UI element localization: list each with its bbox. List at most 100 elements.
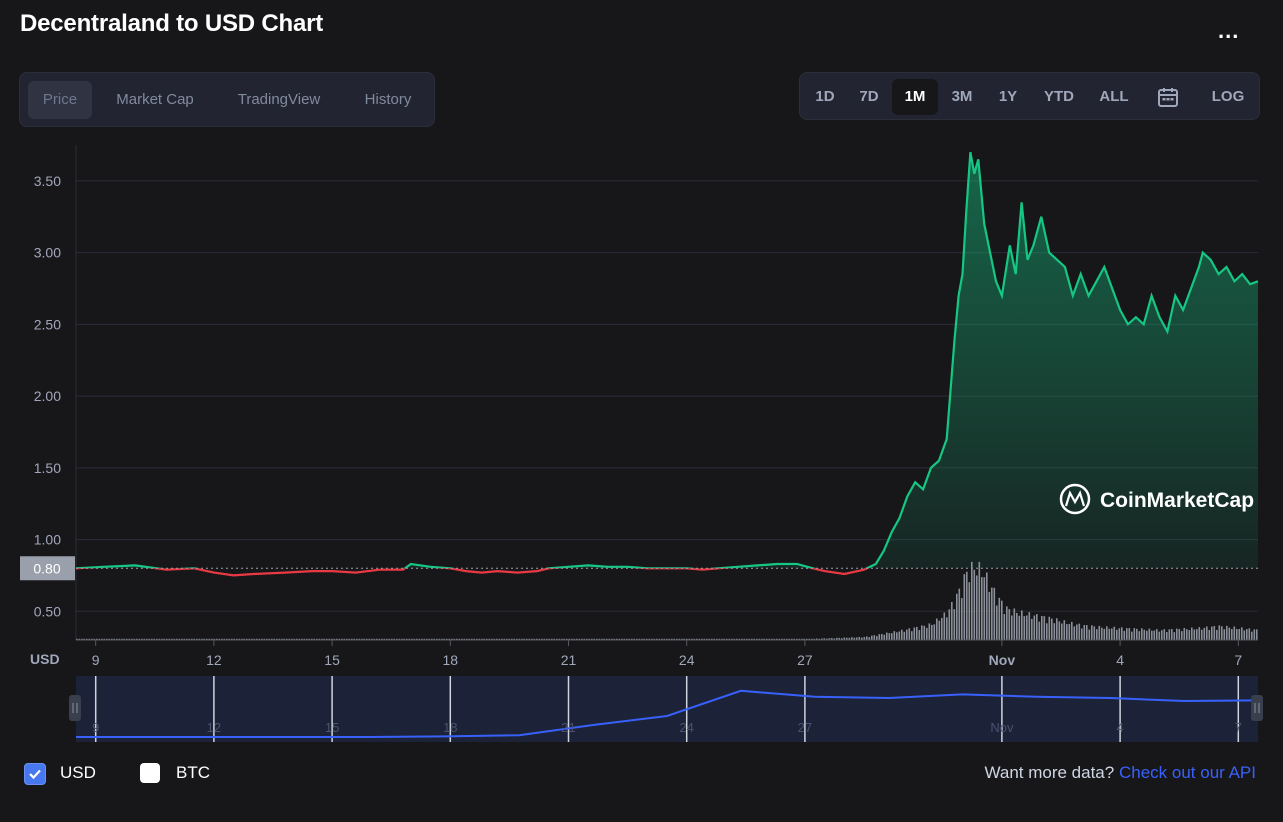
volume-bar <box>1011 615 1013 640</box>
volume-bar <box>741 638 743 640</box>
navigator-right-handle[interactable] <box>1251 695 1263 721</box>
volume-bar <box>833 638 836 640</box>
volume-bar <box>576 638 578 640</box>
volume-bar <box>93 638 96 640</box>
volume-bar <box>196 638 198 640</box>
volume-bar <box>1176 628 1178 640</box>
volume-bar <box>611 638 613 640</box>
volume-bar <box>321 638 323 640</box>
volume-bar <box>728 638 731 640</box>
volume-bar <box>766 638 768 640</box>
volume-bar <box>1238 629 1241 640</box>
volume-bar <box>711 638 713 640</box>
volume-bar <box>996 605 998 640</box>
volume-bar <box>631 638 633 640</box>
volume-bar <box>776 638 778 640</box>
volume-bar <box>1161 630 1163 640</box>
range-1d[interactable]: 1D <box>815 88 835 105</box>
volume-bar <box>136 638 138 640</box>
volume-bar <box>411 638 413 640</box>
volume-bar <box>466 638 468 640</box>
range-3m[interactable]: 3M <box>951 88 973 105</box>
tab-market-cap[interactable]: Market Cap <box>116 91 194 108</box>
volume-bar <box>931 624 933 640</box>
volume-bar <box>753 638 756 640</box>
volume-bar <box>1028 612 1031 640</box>
tab-tradingview[interactable]: TradingView <box>237 91 321 108</box>
volume-bar <box>1053 623 1056 640</box>
volume-bar <box>458 638 461 640</box>
volume-bar <box>1046 623 1048 640</box>
volume-bar <box>483 638 486 640</box>
volume-bar <box>493 638 496 640</box>
volume-bar <box>141 638 143 640</box>
range-all[interactable]: ALL <box>1099 88 1129 105</box>
volume-bar <box>1111 628 1113 640</box>
volume-bar <box>921 625 923 640</box>
currency-axis-label: USD <box>30 651 60 667</box>
volume-bar <box>183 638 186 640</box>
volume-bar <box>928 623 931 640</box>
volume-bar <box>1096 629 1098 640</box>
range-7d[interactable]: 7D <box>859 88 879 105</box>
volume-bar <box>923 625 926 640</box>
volume-bar <box>936 618 938 640</box>
volume-bar <box>851 637 853 640</box>
volume-bar <box>933 624 936 640</box>
volume-bar <box>418 638 421 640</box>
volume-bar <box>1016 613 1018 640</box>
range-1y[interactable]: 1Y <box>998 88 1018 105</box>
volume-bar <box>816 638 818 640</box>
api-link[interactable]: Check out our API <box>1118 763 1256 782</box>
volume-bar <box>546 638 548 640</box>
volume-bar <box>1163 629 1166 640</box>
btc-checkbox[interactable] <box>140 763 160 783</box>
volume-bar <box>573 638 576 640</box>
volume-bar <box>253 638 256 640</box>
watermark-text: CoinMarketCap <box>1100 489 1254 512</box>
volume-bar <box>1151 630 1153 640</box>
volume-bar <box>641 638 643 640</box>
volume-bar <box>863 637 866 640</box>
volume-bar <box>316 638 318 640</box>
calendar-icon[interactable] <box>1146 79 1190 115</box>
volume-bar <box>731 638 733 640</box>
range-log[interactable]: LOG <box>1211 88 1245 105</box>
volume-bar <box>768 638 771 640</box>
navigator-labels: 9 12 15 18 21 24 27 Nov 4 7 <box>92 720 1242 735</box>
volume-bar <box>516 638 518 640</box>
more-options-icon[interactable]: ... <box>1218 18 1240 43</box>
range-1m[interactable]: 1M <box>892 79 938 115</box>
volume-bar <box>1076 624 1078 640</box>
volume-bar <box>363 638 366 640</box>
usd-checkbox[interactable] <box>24 763 46 785</box>
volume-bar <box>1256 629 1258 640</box>
volume-bar <box>273 638 276 640</box>
volume-bar <box>301 638 303 640</box>
volume-bar <box>918 630 921 640</box>
volume-bar <box>896 632 898 640</box>
volume-bar <box>1166 632 1168 640</box>
volume-bar <box>1036 614 1038 640</box>
navigator-left-handle[interactable] <box>69 695 81 721</box>
tab-price[interactable]: Price <box>28 81 92 119</box>
volume-bar <box>1226 625 1228 640</box>
volume-bar <box>1141 628 1143 640</box>
navigator-selection[interactable] <box>76 676 1258 742</box>
volume-bar <box>773 638 776 640</box>
volume-bar <box>518 638 521 640</box>
volume-bar <box>278 638 281 640</box>
volume-bar <box>1106 626 1108 640</box>
volume-bar <box>128 638 131 640</box>
volume-bar <box>813 638 816 640</box>
tab-history[interactable]: History <box>364 91 412 108</box>
range-ytd[interactable]: YTD <box>1044 88 1074 105</box>
volume-bar <box>1003 614 1006 640</box>
volume-bar <box>998 597 1001 640</box>
volume-bar <box>951 601 953 640</box>
range-navigator[interactable]: 9 12 15 18 21 24 27 Nov 4 7 <box>69 676 1263 742</box>
volume-bar <box>1071 621 1073 640</box>
volume-bar <box>623 638 626 640</box>
volume-bar <box>298 638 301 640</box>
